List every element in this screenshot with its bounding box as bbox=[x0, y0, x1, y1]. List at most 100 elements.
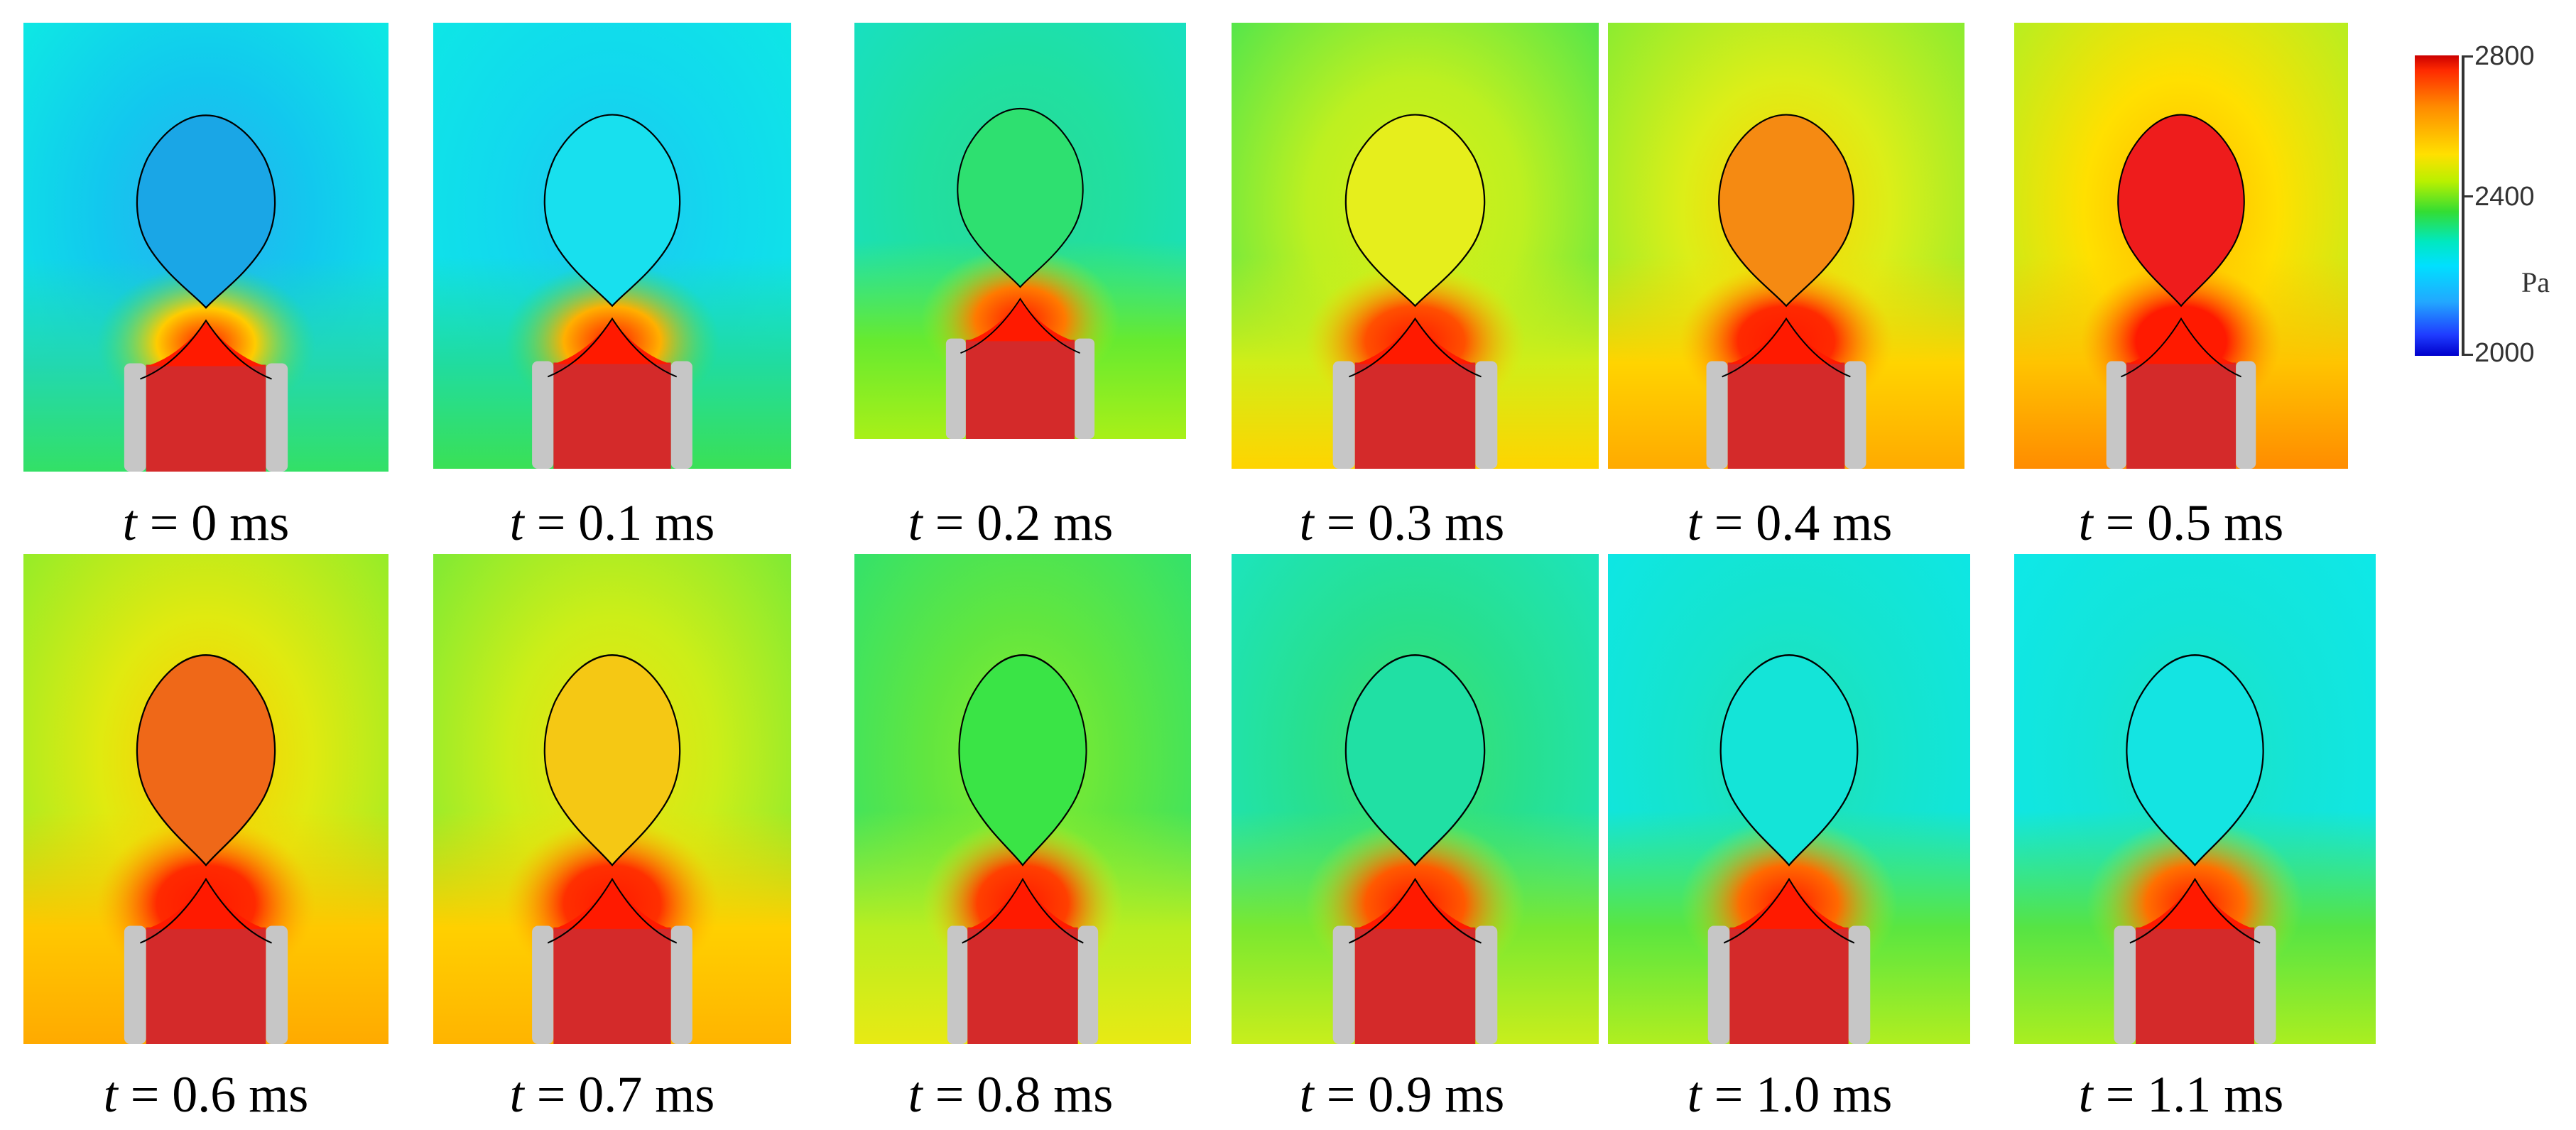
nozzle-wall-right bbox=[1077, 925, 1099, 1044]
bubble-interior bbox=[544, 114, 680, 306]
contour-panel-t06 bbox=[23, 554, 388, 1044]
time-label: t = 1.0 ms bbox=[1687, 1066, 1893, 1123]
colorbar-tick-mid bbox=[2462, 195, 2473, 197]
liquid-cone bbox=[1729, 881, 1849, 929]
cone-interface-line bbox=[140, 877, 272, 944]
contour-panel-t09 bbox=[1232, 554, 1599, 1044]
nozzle-wall-left bbox=[124, 925, 146, 1044]
time-label: t = 0.7 ms bbox=[509, 1066, 715, 1123]
cone-interface-line bbox=[960, 298, 1080, 354]
nozzle-liquid bbox=[1354, 927, 1476, 1044]
contour-panel-t10 bbox=[1608, 554, 1970, 1044]
contour-panel-t04 bbox=[1608, 23, 1964, 469]
bubble-interior bbox=[2126, 655, 2263, 866]
colorbar-unit-label: Pa bbox=[2521, 266, 2550, 298]
contour-panel-t01 bbox=[433, 23, 791, 469]
time-label: t = 0.5 ms bbox=[2078, 494, 2284, 551]
colorbar-min-label: 2000 bbox=[2474, 338, 2535, 368]
nozzle-wall-right bbox=[1848, 925, 1871, 1044]
nozzle-wall-right bbox=[1075, 338, 1095, 439]
time-label: t = 0.3 ms bbox=[1299, 494, 1505, 551]
cone-interface-line bbox=[1723, 877, 1855, 944]
nozzle-wall-right bbox=[670, 925, 692, 1044]
nozzle-wall-left bbox=[2114, 925, 2136, 1044]
liquid-cone bbox=[553, 320, 671, 364]
colorbar-max-label: 2800 bbox=[2474, 41, 2535, 71]
bubble-interface-line bbox=[958, 654, 1087, 866]
nozzle-liquid bbox=[967, 927, 1078, 1044]
bubble-interior bbox=[1720, 655, 1858, 866]
liquid-cone bbox=[2126, 320, 2237, 364]
bubble-interface-line bbox=[1344, 114, 1486, 308]
nozzle-wall-left bbox=[532, 925, 554, 1044]
bubble-interior bbox=[1719, 114, 1854, 306]
liquid-cone bbox=[146, 881, 266, 929]
nozzle-liquid bbox=[553, 362, 671, 469]
bubble-interior bbox=[544, 655, 680, 866]
pressure-field bbox=[433, 23, 791, 469]
pressure-field bbox=[1608, 23, 1964, 469]
nozzle-wall-left bbox=[1332, 361, 1355, 469]
liquid-cone bbox=[965, 300, 1075, 342]
bubble-interface-line bbox=[543, 114, 681, 308]
nozzle-wall-left bbox=[1332, 925, 1355, 1044]
nozzle-wall-right bbox=[266, 925, 288, 1044]
contour-panel-t05 bbox=[2014, 23, 2348, 469]
nozzle-wall-right bbox=[266, 363, 288, 472]
nozzle-wall-left bbox=[945, 338, 966, 439]
liquid-cone bbox=[1354, 881, 1476, 929]
bubble-interface-line bbox=[1719, 654, 1859, 866]
nozzle-wall-left bbox=[2106, 361, 2126, 469]
time-label: t = 0.4 ms bbox=[1687, 494, 1893, 551]
bubble-interior bbox=[959, 655, 1087, 866]
nozzle-wall-right bbox=[1844, 361, 1866, 469]
pressure-colorbar bbox=[2415, 55, 2459, 356]
time-label: t = 0.8 ms bbox=[908, 1066, 1114, 1123]
bubble-interface-line bbox=[2117, 114, 2245, 308]
nozzle-liquid bbox=[1354, 362, 1476, 469]
colorbar-tick-min bbox=[2462, 354, 2473, 356]
time-label: t = 0.9 ms bbox=[1299, 1066, 1505, 1123]
bubble-interface-line bbox=[136, 654, 276, 866]
pressure-field bbox=[2014, 554, 2376, 1044]
pressure-field bbox=[433, 554, 791, 1044]
bubble-interior bbox=[1345, 114, 1485, 306]
colorbar-mid-label: 2400 bbox=[2474, 182, 2535, 212]
nozzle-wall-left bbox=[1706, 361, 1728, 469]
cone-interface-line bbox=[2121, 317, 2241, 378]
contour-panel-t08 bbox=[854, 554, 1191, 1044]
liquid-cone bbox=[553, 881, 671, 929]
nozzle-wall-left bbox=[532, 361, 554, 469]
nozzle-liquid bbox=[1729, 927, 1849, 1044]
bubble-interface-line bbox=[957, 107, 1084, 288]
time-label: t = 0.1 ms bbox=[509, 494, 715, 551]
colorbar-axis bbox=[2462, 55, 2464, 356]
pressure-field bbox=[23, 554, 388, 1044]
pressure-field bbox=[854, 23, 1186, 439]
bubble-interior bbox=[957, 108, 1083, 288]
contour-panel-t0 bbox=[23, 23, 388, 472]
nozzle-liquid bbox=[146, 927, 266, 1044]
nozzle-liquid bbox=[146, 364, 266, 472]
contour-panel-t02 bbox=[854, 23, 1186, 439]
cone-interface-line bbox=[2129, 877, 2261, 944]
cone-interface-line bbox=[140, 319, 272, 380]
time-label: t = 0.6 ms bbox=[103, 1066, 309, 1123]
bubble-interface-line bbox=[136, 114, 276, 309]
cone-interface-line bbox=[1349, 317, 1482, 378]
bubble-interface-line bbox=[1718, 114, 1854, 308]
bubble-interior bbox=[1345, 655, 1485, 866]
cone-interface-line bbox=[1722, 317, 1851, 378]
nozzle-wall-left bbox=[1707, 925, 1730, 1044]
nozzle-liquid bbox=[553, 927, 671, 1044]
cone-interface-line bbox=[1349, 877, 1482, 944]
pressure-field bbox=[854, 554, 1191, 1044]
pressure-field bbox=[23, 23, 388, 472]
bubble-interior bbox=[2118, 114, 2244, 306]
time-label: t = 0 ms bbox=[122, 494, 290, 551]
cone-interface-line bbox=[547, 317, 678, 378]
colorbar-tick-max bbox=[2462, 55, 2473, 58]
bubble-interior bbox=[136, 655, 276, 866]
nozzle-liquid bbox=[1727, 362, 1845, 469]
nozzle-wall-right bbox=[670, 361, 692, 469]
